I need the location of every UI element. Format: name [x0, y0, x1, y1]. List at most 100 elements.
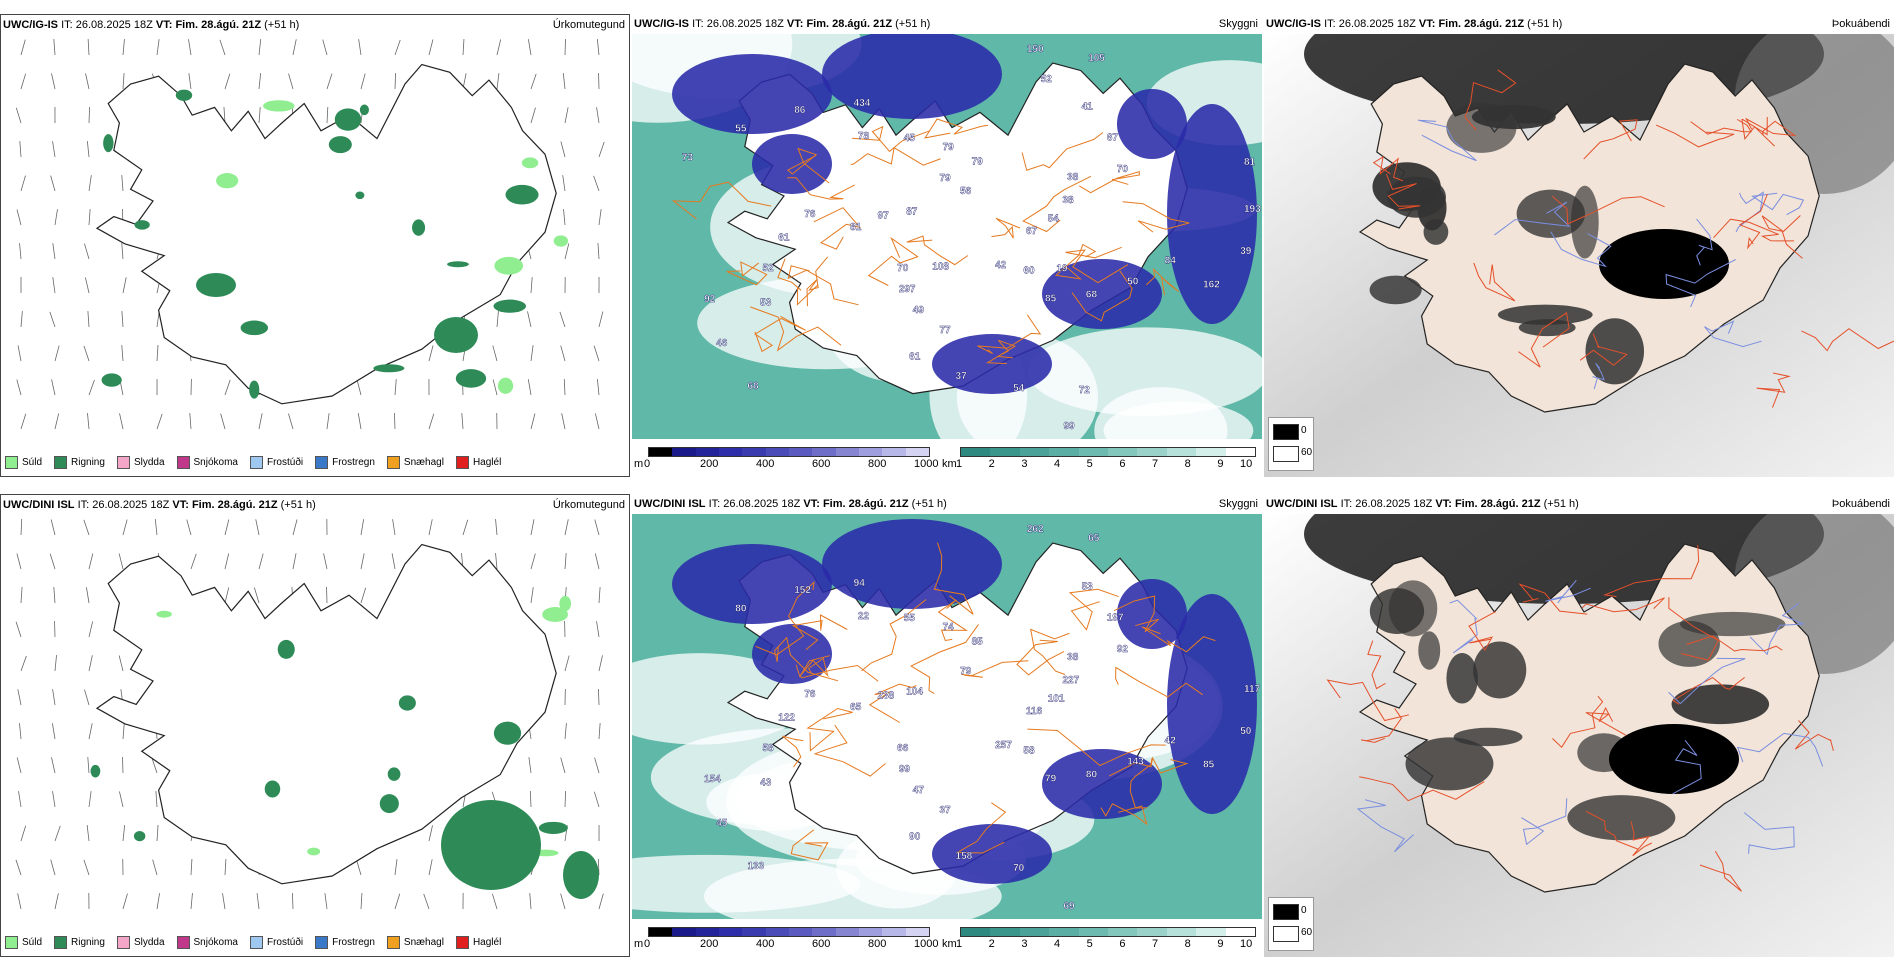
legend-label: Haglél: [473, 937, 501, 948]
panel-header: UWC/DINI ISL IT: 26.08.2025 18Z VT: Fim.…: [634, 498, 947, 510]
colorbar-tick: 1: [956, 938, 962, 950]
colorbar-tick: 0: [644, 938, 650, 950]
legend-item: Snæhagl: [387, 456, 444, 469]
ceiling-value-label: 85: [972, 636, 984, 647]
colorbar-tick: 800: [868, 458, 886, 470]
legend-label: Haglél: [473, 457, 501, 468]
ceiling-visibility-panel-top: UWC/IG-IS IT: 26.08.2025 18Z VT: Fim. 28…: [632, 14, 1262, 477]
legend-item: Slydda: [117, 456, 165, 469]
colorbar-tick: 10: [1240, 938, 1252, 950]
ceiling-value-label: 68: [1086, 289, 1098, 300]
colorbar-tick: 6: [1119, 458, 1125, 470]
ceiling-visibility-panel-bottom: UWC/DINI ISL IT: 26.08.2025 18Z VT: Fim.…: [632, 494, 1262, 957]
legend-swatch: [5, 456, 18, 469]
colorbar-tick: 4: [1054, 938, 1060, 950]
legend-item: Haglél: [456, 456, 501, 469]
ceiling-value-label: 46: [716, 338, 728, 349]
ceiling-value-label: 67: [1107, 133, 1119, 144]
colorbar-tick: 1: [956, 458, 962, 470]
legend-swatch: [5, 936, 18, 949]
ceiling-value-label: 19: [1056, 264, 1068, 275]
ceiling-value-label: 52: [762, 263, 774, 274]
colorbar-tick: 1000: [914, 458, 938, 470]
legend-swatch: [456, 936, 469, 949]
ceiling-value-label: 81: [850, 222, 862, 233]
ceiling-value-label: 193: [1244, 204, 1261, 215]
precip-map: [1, 515, 630, 935]
ceiling-value-label: 84: [1165, 255, 1177, 266]
ceiling-value-label: 47: [913, 785, 925, 796]
ceiling-value-label: 70: [897, 263, 909, 274]
ceiling-value-label: 50: [1240, 726, 1252, 737]
ceiling-value-label: 55: [735, 123, 747, 134]
ceiling-value-label: 65: [850, 702, 862, 713]
ceiling-value-label: 85: [1045, 293, 1057, 304]
ceiling-value-label: 37: [956, 371, 968, 382]
colorbar-unit: m: [634, 458, 643, 470]
legend-swatch: [117, 456, 130, 469]
ceiling-value-label: 92: [1117, 644, 1129, 655]
colorbar-tick: 5: [1087, 458, 1093, 470]
ceiling-value-label: 49: [913, 305, 925, 316]
ceiling-value-label: 152: [794, 585, 811, 596]
ceiling-value-label: 68: [748, 381, 760, 392]
colorbar-tick: 5: [1087, 938, 1093, 950]
fog-map: [1264, 514, 1894, 957]
colorbar-tick: 3: [1021, 458, 1027, 470]
ceiling-value-label: 73: [682, 152, 694, 163]
fog-map: [1264, 34, 1894, 477]
ceiling-value-label: 79: [972, 156, 984, 167]
legend-label: Frostúði: [267, 937, 303, 948]
legend-label: Snæhagl: [404, 457, 444, 468]
legend-swatch: [387, 936, 400, 949]
precip-type-panel-top: UWC/IG-IS IT: 26.08.2025 18Z VT: Fim. 28…: [0, 14, 630, 477]
legend-swatch: [315, 456, 328, 469]
ceiling-value-label: 37: [939, 805, 951, 816]
ceiling-value-label: 117: [1244, 684, 1261, 695]
ceiling-value-label: 42: [995, 260, 1007, 271]
ceiling-value-label: 50: [1127, 277, 1139, 288]
panel-title: Skyggni: [1219, 18, 1258, 30]
panel-title: Úrkomutegund: [553, 19, 625, 31]
colorbar-tick: 2: [989, 458, 995, 470]
ceiling-value-label: 143: [1127, 757, 1144, 768]
colorbar-tick: 400: [756, 458, 774, 470]
ceiling-value-label: 61: [778, 233, 790, 244]
panel-header: UWC/IG-IS IT: 26.08.2025 18Z VT: Fim. 28…: [634, 18, 930, 30]
colorbar-tick: 2: [989, 938, 995, 950]
ceiling-value-label: 79: [960, 666, 972, 677]
fog-legend-label: 60: [1301, 927, 1312, 938]
ceiling-value-label: 74: [943, 622, 955, 633]
ceiling-value-label: 79: [943, 142, 955, 153]
panel-header: UWC/IG-IS IT: 26.08.2025 18Z VT: Fim. 28…: [1266, 18, 1562, 30]
panel-header: UWC/DINI ISL IT: 26.08.2025 18Z VT: Fim.…: [3, 499, 316, 511]
ceiling-value-label: 97: [878, 211, 890, 222]
legend-swatch: [456, 456, 469, 469]
ceiling-map: 6770798576706143416292105998754297796861…: [632, 34, 1262, 439]
ceiling-value-label: 78: [858, 131, 870, 142]
legend-swatch: [177, 936, 190, 949]
ceiling-value-label: 133: [748, 861, 765, 872]
legend-item: Frostúði: [250, 936, 303, 949]
ceiling-value-label: 105: [1088, 53, 1105, 64]
panel-title: Úrkomutegund: [553, 499, 625, 511]
colorbar-tick: 800: [868, 938, 886, 950]
ceiling-value-label: 76: [804, 209, 816, 220]
fog-panel-top: UWC/IG-IS IT: 26.08.2025 18Z VT: Fim. 28…: [1264, 14, 1894, 477]
colorbar-tick: 1000: [914, 938, 938, 950]
ceiling-value-label: 22: [858, 611, 870, 622]
legend-item: Snæhagl: [387, 936, 444, 949]
ceiling-value-label: 257: [995, 740, 1012, 751]
ceiling-value-label: 53: [760, 297, 772, 308]
legend-swatch: [117, 936, 130, 949]
ceiling-value-label: 86: [794, 105, 806, 116]
colorbar-tick: 600: [812, 458, 830, 470]
legend-label: Súld: [22, 457, 42, 468]
colorbar-strip: [648, 447, 930, 457]
colorbar-tick: 600: [812, 938, 830, 950]
ceiling-value-label: 43: [760, 777, 772, 788]
legend-item: Frostregn: [315, 936, 375, 949]
colorbar-tick: 6: [1119, 938, 1125, 950]
